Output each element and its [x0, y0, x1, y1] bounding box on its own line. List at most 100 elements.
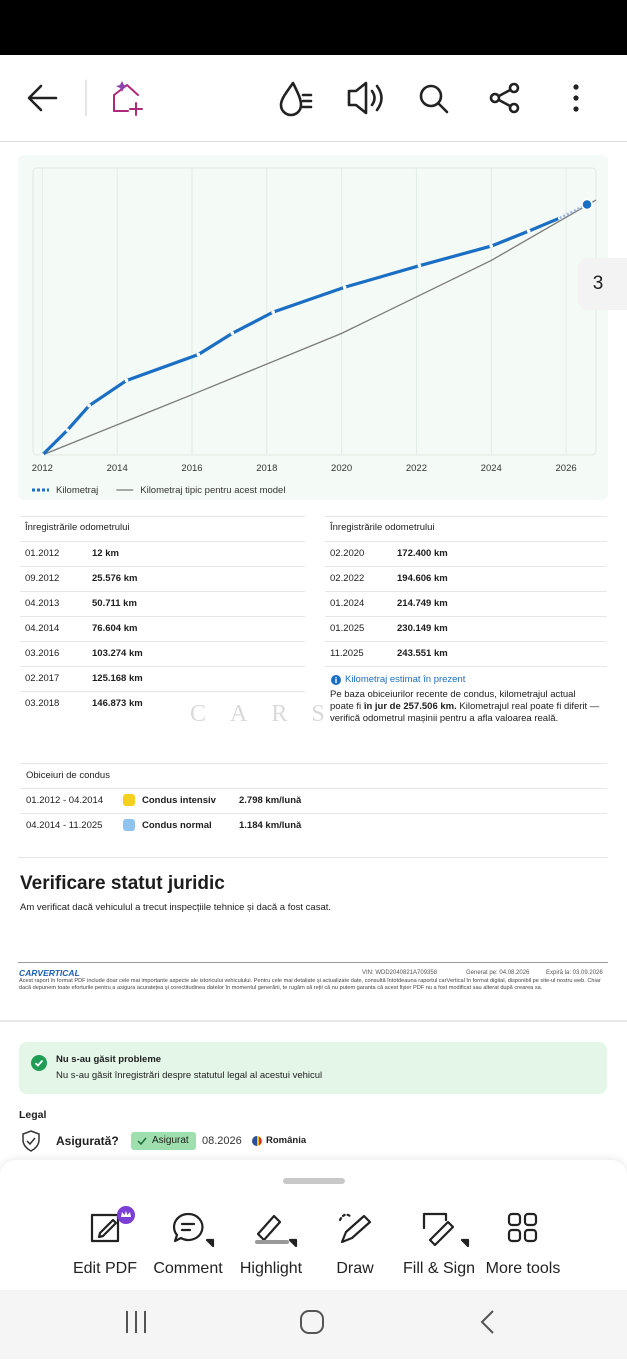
driving-title: Obiceiuri de condus [26, 770, 110, 781]
legal-date: 08.2026 [202, 1135, 242, 1147]
section-title: Verificare statut juridic [20, 873, 225, 894]
record-date: 02.2017 [25, 673, 60, 684]
footer-disclaimer: Acest raport în format PDF include doar … [19, 978, 601, 991]
flag [252, 1136, 262, 1146]
record-date: 11.2025 [330, 648, 364, 659]
recents-button[interactable] [126, 1311, 146, 1333]
status-bar [0, 0, 627, 55]
badge: Asigurat [131, 1132, 196, 1150]
tool-label[interactable]: Fill & Sign [402, 1260, 476, 1277]
status-title: Nu s-au găsit probleme [56, 1054, 162, 1065]
tool-label[interactable]: More tools [485, 1260, 561, 1277]
read-aloud-button[interactable] [347, 81, 383, 115]
habit: Condus intensiv [142, 795, 216, 806]
record-date: 09.2012 [25, 573, 60, 584]
record-date: 03.2016 [25, 648, 60, 659]
nav-back-button[interactable] [480, 1310, 494, 1334]
estimate-label: Kilometraj estimat în prezent [345, 674, 466, 685]
legal-country: România [266, 1135, 307, 1146]
estimate-note: Pe baza obiceiurilor recente de condus, … [330, 689, 600, 725]
data-point [526, 229, 531, 233]
row-divider [20, 763, 607, 764]
row-divider [20, 616, 305, 617]
estimate-point [581, 198, 593, 211]
x-tick-label: 2012 [32, 463, 53, 474]
data-point [196, 352, 201, 357]
x-tick-label: 2014 [107, 463, 128, 474]
page-number: 3 [592, 273, 604, 294]
edit-pdf-icon[interactable] [90, 1206, 135, 1243]
row-divider [20, 541, 305, 542]
data-point [40, 453, 45, 457]
data-point [417, 263, 422, 268]
record-mileage: 214.749 km [397, 598, 448, 609]
footer-vin: VIN: WDD2040821A709358 [362, 970, 438, 976]
row-divider [20, 591, 305, 592]
more-button[interactable] [573, 84, 579, 112]
edit-button[interactable] [113, 81, 143, 116]
badge-text: Asigurat [152, 1135, 189, 1146]
tool-label[interactable]: Comment [153, 1260, 223, 1277]
data-point [489, 244, 494, 248]
tool-label[interactable]: Draw [336, 1260, 374, 1277]
search-button[interactable] [419, 84, 449, 114]
info-icon [331, 675, 341, 685]
tool-label[interactable]: Highlight [239, 1260, 303, 1277]
footer-expires: Expiră la: 03.09.2026 [546, 970, 603, 976]
row-divider [325, 591, 607, 592]
mileage-chart: 2012 2014 2016 2018 2020 2022 2024 2026 Kilometr… [32, 167, 597, 496]
row-divider [20, 641, 305, 642]
tools-sheet: Edit PDF Comment Highlight Draw Fill & Sign M… [0, 1160, 627, 1290]
x-tick-label: 2022 [406, 463, 427, 474]
rate: 1.184 km/lună [239, 820, 302, 831]
toolbar [0, 55, 627, 142]
back-button[interactable] [27, 84, 58, 112]
row-divider [325, 641, 607, 642]
share-button[interactable] [489, 82, 520, 114]
highlight-icon[interactable] [255, 1214, 298, 1248]
note-part: Pe baza obiceiurilor recente de condus, … [330, 689, 576, 712]
note-part: în jur de 257.506 km. [363, 701, 457, 712]
comment-icon[interactable] [172, 1212, 215, 1248]
more-tools-icon[interactable] [507, 1212, 538, 1243]
legend-label: Kilometraj [56, 485, 98, 496]
legal-label: Asigurată? [56, 1134, 119, 1148]
home-button[interactable] [300, 1310, 324, 1334]
data-point [87, 403, 91, 408]
period: 04.2014 - 11.2025 [26, 820, 103, 831]
section-subtitle: Am verificat dacă vehiculul a trecut ins… [20, 902, 332, 913]
x-tick-label: 2026 [556, 463, 577, 474]
footer-generated: Generat pe: 04.08.2026 [466, 970, 530, 976]
row-divider [20, 566, 305, 567]
fill-sign-icon[interactable] [422, 1212, 470, 1248]
record-date: 02.2022 [330, 573, 365, 584]
chart-card [18, 155, 608, 500]
footer-rule [18, 962, 608, 963]
page-break [0, 1020, 627, 1022]
x-tick-label: 2018 [256, 463, 277, 474]
data-point [230, 331, 235, 336]
toolbar-icons [27, 79, 579, 117]
row-divider [325, 616, 607, 617]
record-mileage: 230.149 km [397, 623, 448, 634]
shield-icon [22, 1130, 40, 1152]
record-date: 01.2025 [330, 623, 365, 634]
series-line [41, 216, 561, 457]
reflow-button[interactable] [279, 81, 313, 117]
series-line [42, 199, 597, 456]
tool-label[interactable]: Edit PDF [72, 1260, 137, 1277]
record-date: 03.2018 [25, 698, 60, 709]
sheet-handle[interactable] [283, 1178, 345, 1184]
record-date: 01.2012 [25, 548, 60, 559]
row-divider [20, 666, 305, 667]
data-point [271, 310, 275, 314]
row-divider [20, 516, 305, 517]
note-part: Kilometrajul real poate fi diferit — ver… [330, 701, 600, 724]
nav-bar [0, 1290, 627, 1359]
plot-area [32, 167, 597, 456]
data-point [65, 428, 70, 432]
status-text: Nu s-au găsit înregistrări despre statut… [56, 1070, 323, 1081]
draw-icon[interactable] [338, 1213, 372, 1244]
record-mileage: 172.400 km [397, 548, 448, 559]
record-mileage: 25.576 km [92, 573, 138, 584]
